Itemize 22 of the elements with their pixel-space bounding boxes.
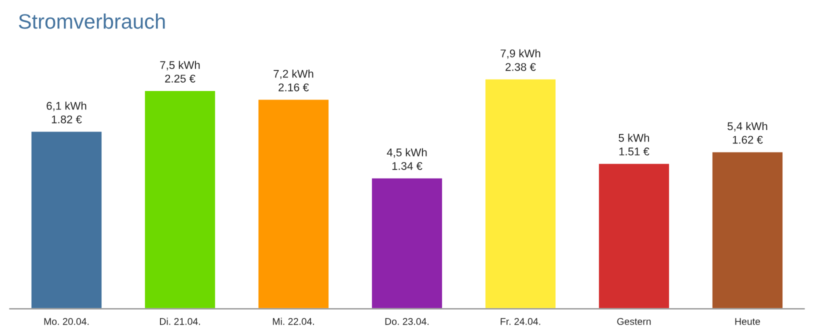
bar [598, 162, 670, 309]
x-tick-label: Do. 23.04. [385, 318, 429, 325]
x-tick-label: Mo. 20.04. [44, 318, 89, 325]
data-label: 5 kWh 1.51 € [618, 134, 650, 156]
bar [30, 130, 103, 309]
data-label: 7,2 kWh 2.16 € [274, 70, 314, 92]
bar [484, 78, 557, 309]
bar [711, 150, 784, 309]
x-tick-label: Fr. 24.04. [500, 318, 540, 325]
data-label: 7,9 kWh 2.38 € [500, 49, 540, 71]
bar [144, 90, 216, 309]
data-label: 4,5 kWh 1.34 € [386, 148, 427, 170]
data-label: 5,4 kWh 1.62 € [728, 122, 768, 144]
bar [257, 98, 330, 309]
x-tick-label: Mi. 22.04. [272, 318, 314, 325]
bar [370, 177, 444, 309]
x-tick-label: Di. 21.04. [160, 318, 200, 325]
x-tick-label: Gestern [617, 318, 651, 325]
data-label: 6,1 kWh 1.82 € [46, 102, 86, 124]
x-tick-label: Heute [735, 318, 760, 325]
data-label: 7,5 kWh 2.25 € [160, 60, 200, 83]
chart-title: Stromverbrauch [18, 14, 165, 29]
